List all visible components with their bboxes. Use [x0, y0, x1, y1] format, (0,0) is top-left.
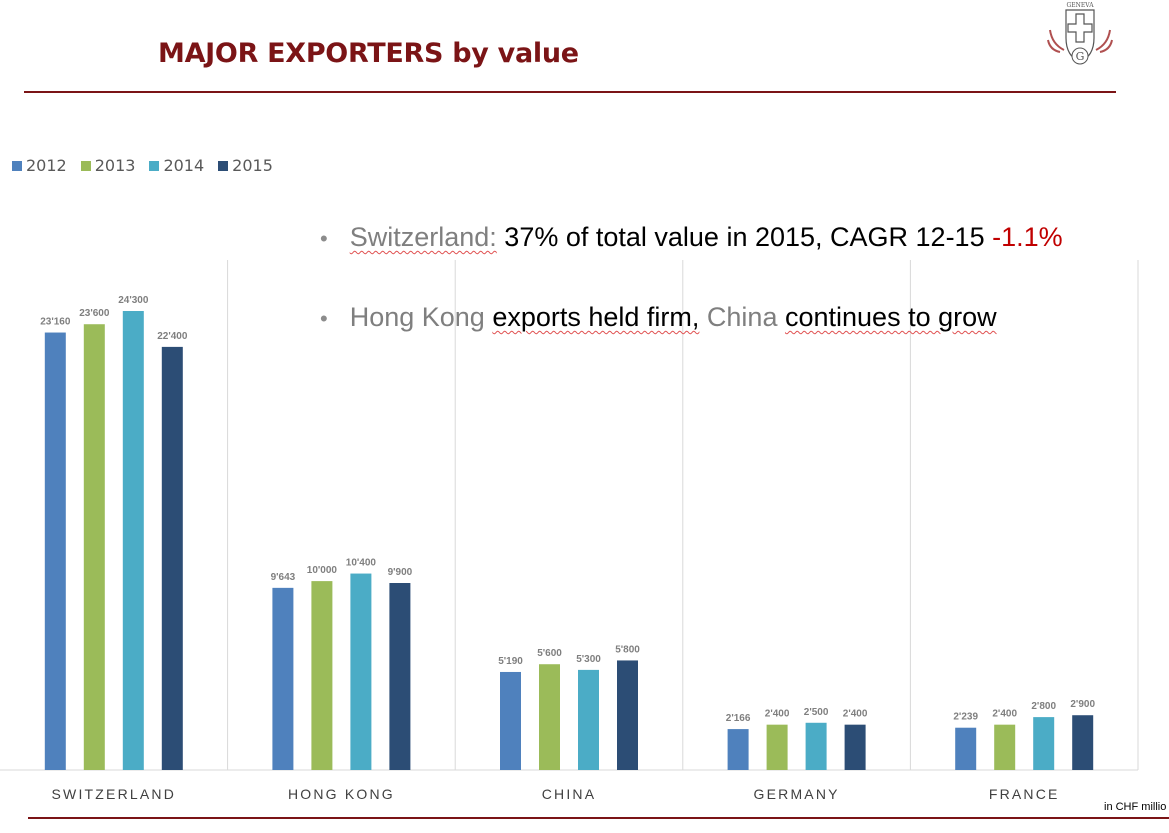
svg-text:G: G [1076, 50, 1085, 63]
bar [350, 573, 372, 770]
legend-item-2013: 2013 [80, 156, 136, 175]
data-label: 5'800 [615, 644, 640, 655]
legend-swatch [12, 160, 22, 171]
bullet-hong-kong: • Hong Kong exports held firm, China cont… [320, 302, 997, 333]
svg-text:GENEVA: GENEVA [1066, 2, 1094, 9]
category-label: GERMANY [754, 786, 840, 802]
unit-note: in CHF millio [1104, 801, 1167, 813]
bar [83, 324, 105, 770]
bar [122, 311, 144, 770]
page-title: MAJOR EXPORTERS by value [158, 38, 579, 69]
legend-label: 2014 [163, 156, 205, 175]
bar [500, 671, 521, 770]
bullet-stat: 37% of total value in 2015, CAGR 12-15 [504, 222, 985, 252]
bullet-hk: Hong Kong [349, 302, 485, 332]
bar [844, 724, 866, 770]
bar [617, 660, 638, 770]
bullet-grow: continues to grow [784, 302, 997, 332]
category-label: CHINA [542, 786, 597, 802]
data-label: 2'400 [765, 709, 790, 720]
data-label: 23'160 [40, 317, 71, 328]
bar [161, 346, 183, 770]
bullet-dot: • [320, 305, 328, 331]
legend-label: 2012 [26, 156, 67, 175]
bar [272, 587, 294, 770]
data-label: 23'600 [79, 308, 110, 319]
legend-label: 2015 [232, 156, 273, 175]
data-label: 10'000 [307, 565, 338, 576]
bar [955, 727, 977, 770]
geneva-logo: GENEVA G [1047, 2, 1113, 65]
data-label: 5'300 [576, 654, 601, 665]
bar [805, 722, 827, 770]
data-label: 2'500 [804, 707, 829, 718]
bar [389, 583, 411, 770]
data-label: 5'190 [498, 656, 523, 667]
legend-item-2014: 2014 [149, 156, 204, 175]
legend-swatch [80, 160, 91, 171]
bullet-country: Switzerland: [349, 222, 497, 252]
data-label: 2'900 [1070, 699, 1095, 710]
data-label: 22'400 [157, 331, 188, 342]
data-label: 9'643 [271, 572, 296, 583]
bar [539, 664, 560, 770]
data-label: 2'400 [843, 709, 868, 720]
bullet-china: China [706, 302, 778, 332]
bar [1072, 715, 1094, 770]
bar [578, 669, 599, 770]
bar [44, 332, 66, 770]
category-label: HONG KONG [288, 786, 395, 802]
data-label: 2'239 [953, 712, 978, 723]
legend-item-2012: 2012 [12, 156, 67, 175]
category-label: SWITZERLAND [52, 786, 177, 802]
data-label: 5'600 [537, 648, 562, 659]
data-label: 24'300 [118, 295, 149, 306]
legend-swatch [149, 160, 160, 171]
bar [727, 729, 749, 770]
legend-swatch [218, 160, 229, 171]
bar [1033, 717, 1055, 770]
data-label: 9'900 [388, 567, 413, 578]
title-rule [24, 91, 1116, 93]
bullet-switzerland: • Switzerland: 37% of total value in 2015… [320, 222, 1063, 253]
data-label: 2'800 [1031, 701, 1056, 712]
category-label: FRANCE [989, 786, 1060, 802]
bullet-held: exports held firm, [492, 302, 700, 332]
legend-label: 2013 [94, 156, 136, 175]
bar [311, 581, 333, 770]
legend-item-2015: 2015 [218, 156, 273, 175]
data-label: 2'400 [992, 709, 1017, 720]
data-label: 2'166 [726, 713, 751, 724]
chart-legend: 2012 2013 2014 2015 [12, 156, 273, 175]
data-label: 10'400 [346, 558, 377, 569]
bullet-cagr: -1.1% [992, 222, 1063, 252]
bullet-dot: • [320, 225, 328, 251]
footer-rule [28, 817, 1169, 819]
bar [994, 724, 1016, 770]
bar [766, 724, 788, 770]
